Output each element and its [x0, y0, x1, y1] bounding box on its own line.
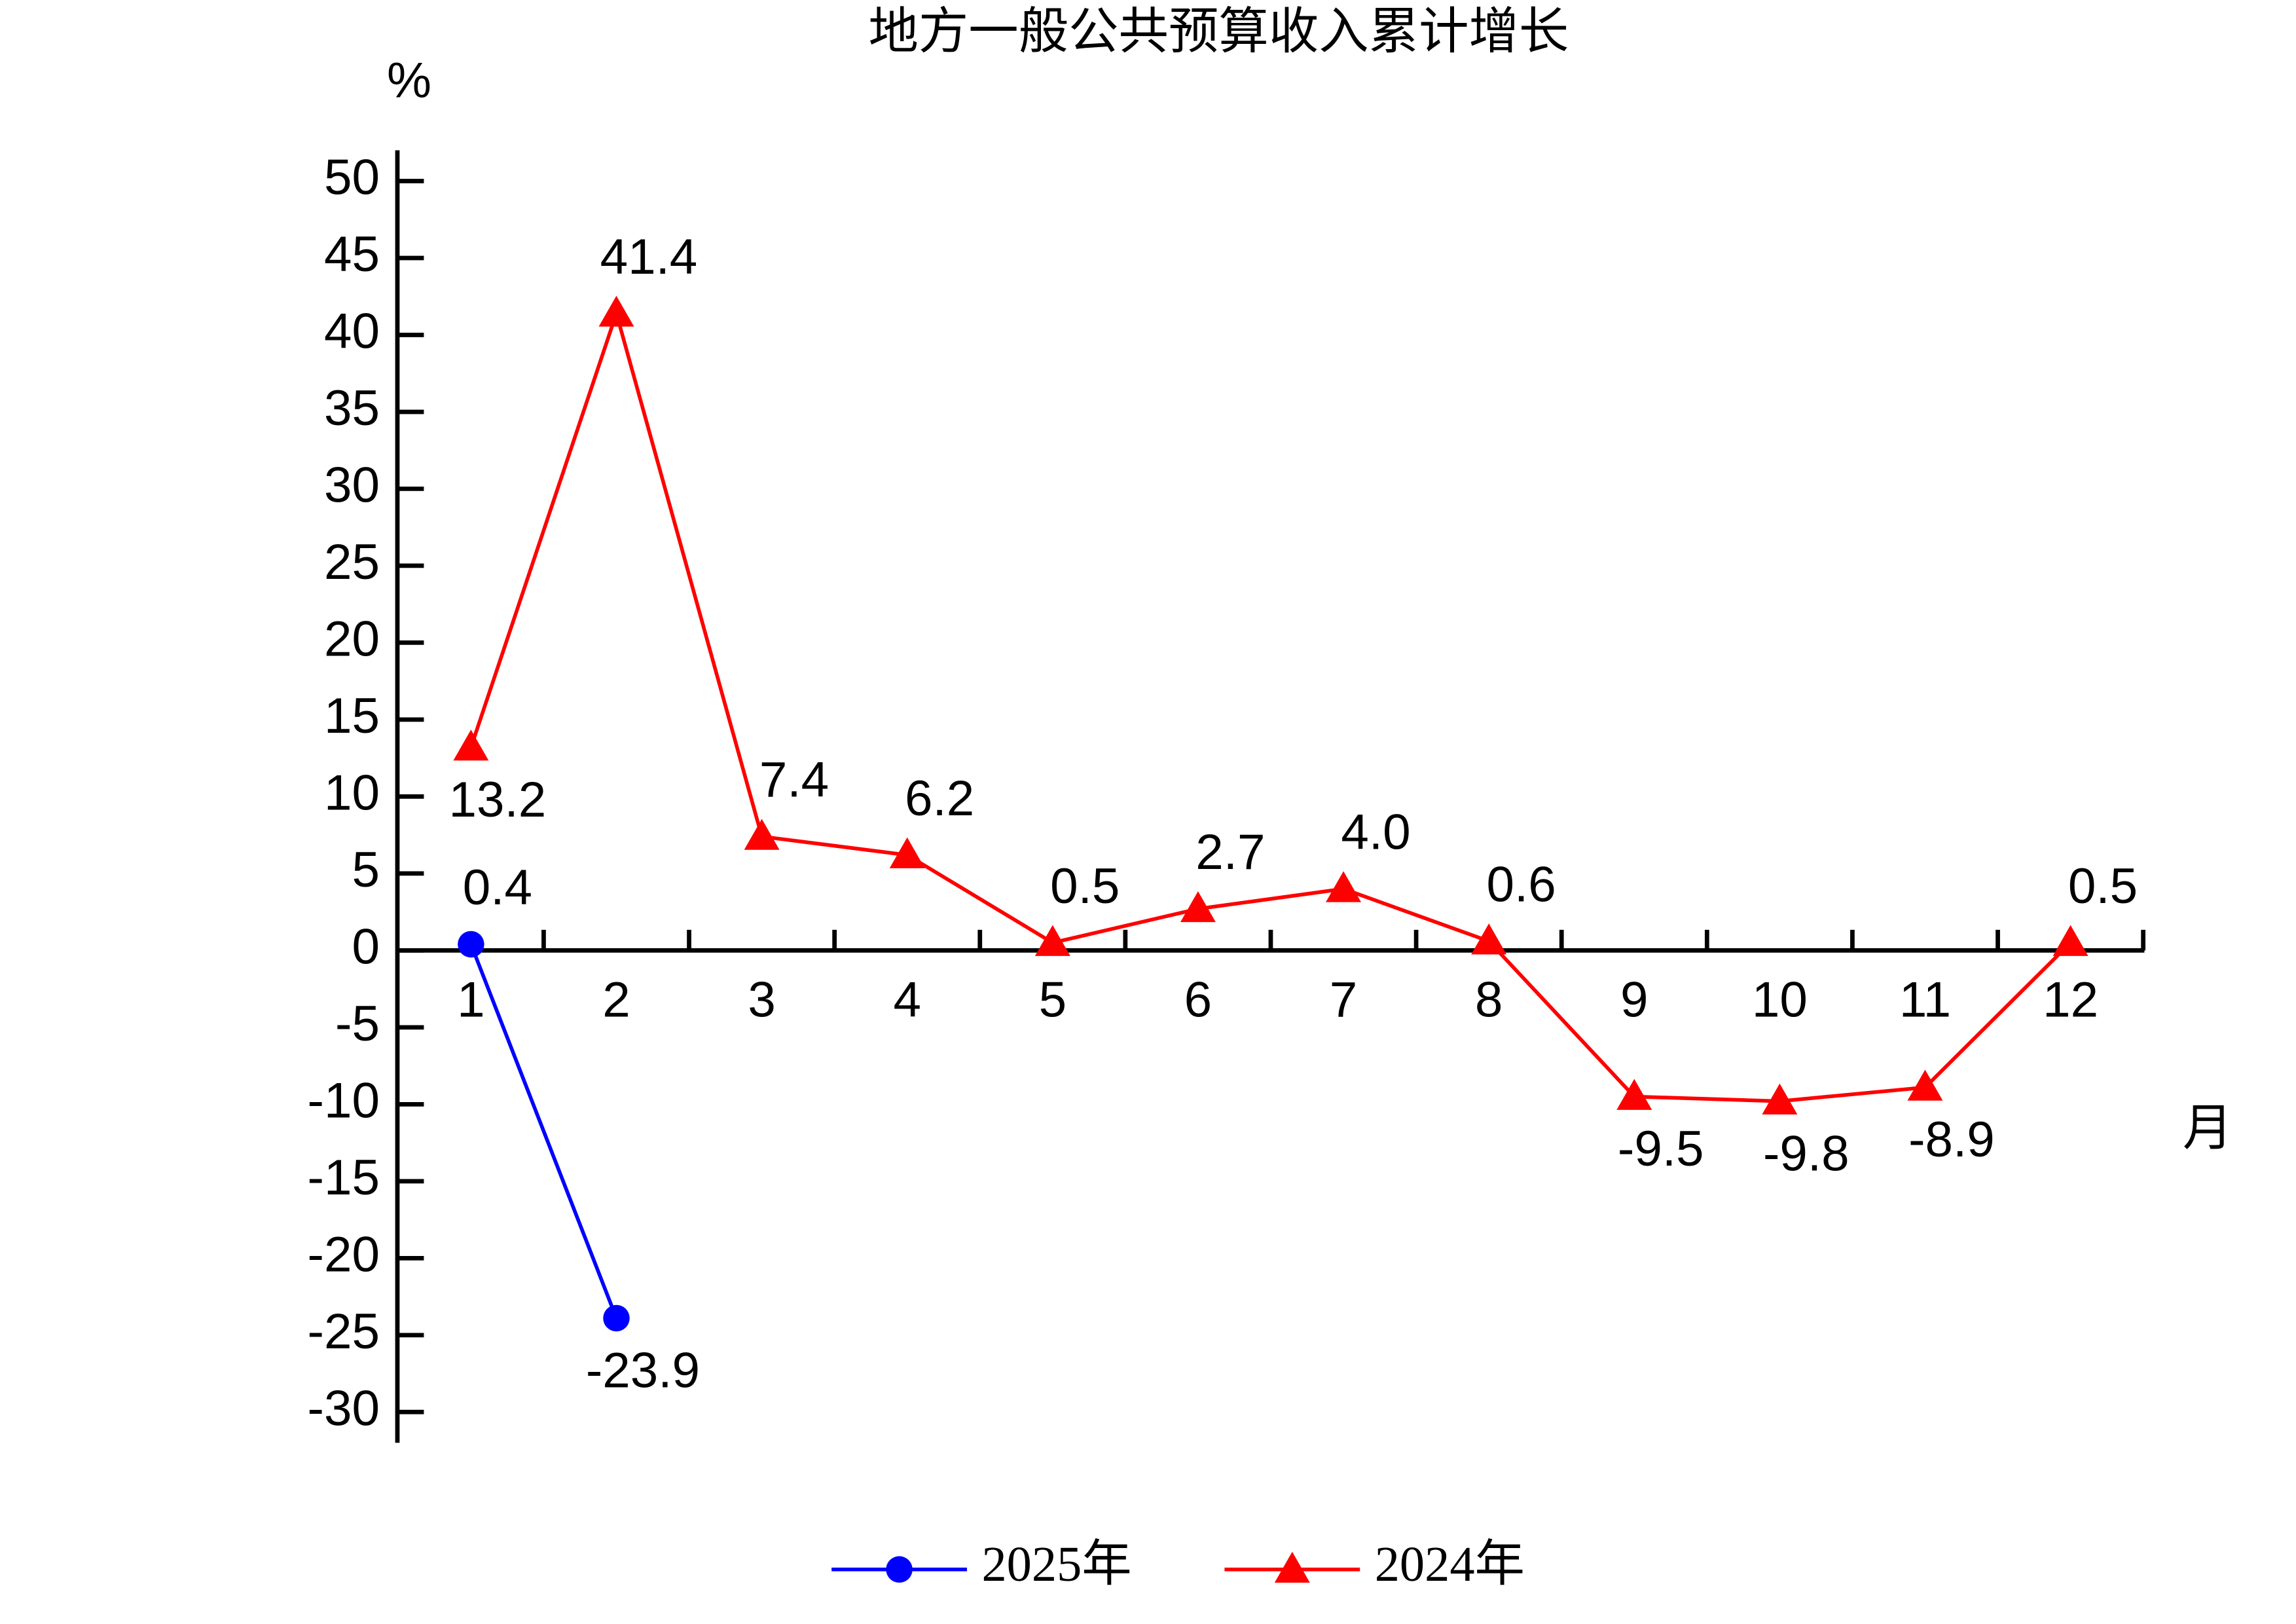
data-label: 0.5	[2068, 858, 2138, 914]
data-label: -9.5	[1618, 1121, 1704, 1177]
x-tick-label: 5	[1039, 972, 1067, 1027]
point	[886, 1556, 913, 1583]
y-tick-label: 30	[324, 458, 380, 513]
y-tick-label: 15	[324, 688, 380, 744]
y-tick-label: 45	[324, 227, 380, 282]
point	[1180, 891, 1216, 923]
x-tick-label: 1	[457, 972, 485, 1027]
point	[1762, 1083, 1798, 1115]
data-label: -23.9	[586, 1343, 700, 1399]
point	[598, 295, 634, 327]
point	[1326, 871, 1362, 902]
chart-title: 地方一般公共预算收入累计增长	[868, 4, 1569, 60]
data-label: 4.0	[1341, 805, 1410, 860]
data-label: 0.5	[1050, 858, 1120, 914]
x-unit: 月	[2183, 1101, 2232, 1156]
data-label: 13.2	[448, 772, 546, 828]
x-tick-label: 11	[1899, 972, 1951, 1027]
y-tick-label: -30	[308, 1380, 380, 1436]
data-label: -9.8	[1763, 1126, 1850, 1181]
series-line	[469, 306, 2072, 1103]
point	[453, 729, 489, 761]
point	[1907, 1069, 1943, 1101]
series-line	[469, 943, 619, 1319]
y-tick-label: -5	[335, 996, 380, 1052]
y-tick-label: -10	[308, 1073, 380, 1129]
data-label: 0.4	[463, 860, 532, 915]
y-tick-label: 10	[324, 766, 380, 821]
data-label: 7.4	[759, 752, 829, 808]
y-tick-label: 20	[324, 612, 380, 667]
x-tick-label: 4	[893, 972, 921, 1027]
x-tick-label: 7	[1330, 972, 1358, 1027]
x-tick-label: 10	[1752, 972, 1808, 1027]
y-tick-label: 5	[352, 842, 380, 898]
point	[1616, 1079, 1652, 1110]
legend-label: 2025年	[981, 1536, 1131, 1592]
x-tick-label: 12	[2043, 972, 2098, 1027]
y-tick-label: -20	[308, 1227, 380, 1283]
data-label: -8.9	[1908, 1112, 1995, 1168]
x-tick-label: 8	[1475, 972, 1503, 1027]
x-tick-label: 2	[602, 972, 630, 1027]
point	[1274, 1551, 1310, 1583]
data-label: 0.6	[1486, 857, 1556, 913]
point	[603, 1304, 630, 1332]
data-label: 6.2	[905, 771, 974, 826]
y-tick-label: 25	[324, 534, 380, 590]
point	[2052, 925, 2088, 956]
x-tick-label: 3	[748, 972, 776, 1027]
point	[744, 819, 780, 850]
y-tick-label: 35	[324, 380, 380, 436]
data-label: 41.4	[600, 229, 698, 285]
y-tick-label: 0	[352, 919, 380, 975]
y-tick-label: 40	[324, 304, 380, 360]
data-label: 2.7	[1195, 824, 1265, 880]
point	[1471, 923, 1507, 955]
x-tick-label: 9	[1620, 972, 1649, 1027]
legend-label: 2024年	[1375, 1536, 1525, 1592]
point	[889, 837, 925, 868]
x-tick-label: 6	[1184, 972, 1212, 1027]
y-tick-label: 50	[324, 150, 380, 206]
y-tick-label: -15	[308, 1150, 380, 1206]
y-unit: %	[387, 53, 431, 109]
y-tick-label: -25	[308, 1304, 380, 1359]
point	[458, 931, 484, 958]
point	[1034, 925, 1070, 956]
